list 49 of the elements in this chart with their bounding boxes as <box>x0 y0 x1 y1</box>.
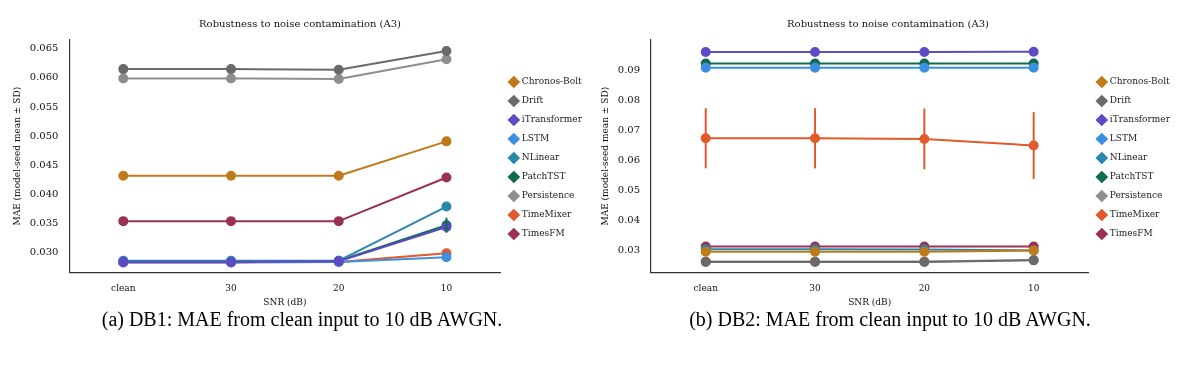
y-tick-label: 0.035 <box>29 217 59 229</box>
y-tick-label: 0.03 <box>617 244 641 256</box>
y-tick-label: 0.030 <box>29 246 59 258</box>
legend-label: PatchTST <box>521 171 566 182</box>
text: (a) DB1: MAE from clean input to 10 dB AWGN. <box>100 308 504 331</box>
x-axis-title: SNR (dB) <box>848 296 892 307</box>
chart-title: Robustness to noise contamination (A3) <box>787 17 989 29</box>
y-tick-label: 0.065 <box>29 42 59 54</box>
x-tick-label: 10 <box>440 283 453 294</box>
text: (b) DB2: MAE from clean input to 10 dB AWGN. <box>688 308 1092 331</box>
x-tick-label: 30 <box>225 283 238 294</box>
y-tick-label: 0.06 <box>617 153 641 165</box>
legend-label: TimeMixer <box>521 209 573 220</box>
y-tick-label: 0.05 <box>617 183 641 195</box>
chart-title: Robustness to noise contamination (A3) <box>199 17 401 29</box>
legend-label: PatchTST <box>1109 171 1154 182</box>
y-tick-label: 0.04 <box>617 213 641 225</box>
legend-label: Persistence <box>1109 190 1163 201</box>
legend-label: LSTM <box>521 133 550 144</box>
y-tick-label: 0.08 <box>617 93 641 105</box>
x-tick-label: clean <box>111 283 136 294</box>
legend-label: Drift <box>1109 95 1132 106</box>
y-axis-title: MAE (model-seed mean ± SD) <box>11 86 22 226</box>
legend-label: NLinear <box>521 152 561 163</box>
x-tick-label: 20 <box>918 283 931 294</box>
y-tick-label: 0.055 <box>29 100 59 112</box>
legend-label: TimesFM <box>1109 228 1153 239</box>
legend-label: Chronos-Bolt <box>521 76 583 87</box>
x-tick-label: 10 <box>1027 283 1040 294</box>
legend-label: TimesFM <box>521 228 565 239</box>
legend-label: NLinear <box>1109 152 1149 163</box>
y-tick-label: 0.040 <box>29 187 59 199</box>
legend-label: LSTM <box>1109 133 1138 144</box>
y-tick-label: 0.060 <box>29 71 59 83</box>
legend-label: Persistence <box>521 190 575 201</box>
legend-label: iTransformer <box>521 114 583 125</box>
y-tick-label: 0.09 <box>617 63 641 75</box>
y-axis-title: MAE (model-seed mean ± SD) <box>599 86 610 226</box>
y-tick-label: 0.050 <box>29 129 59 141</box>
legend-label: Drift <box>521 95 544 106</box>
x-axis-title: SNR (dB) <box>263 296 307 307</box>
y-tick-label: 0.045 <box>29 158 59 170</box>
x-tick-label: 20 <box>333 283 345 294</box>
legend-label: TimeMixer <box>1109 209 1161 220</box>
y-tick-label: 0.07 <box>617 123 641 135</box>
x-tick-label: 30 <box>809 283 822 294</box>
x-tick-label: clean <box>693 283 719 294</box>
legend-label: iTransformer <box>1109 114 1171 125</box>
legend-label: Chronos-Bolt <box>1109 76 1171 87</box>
